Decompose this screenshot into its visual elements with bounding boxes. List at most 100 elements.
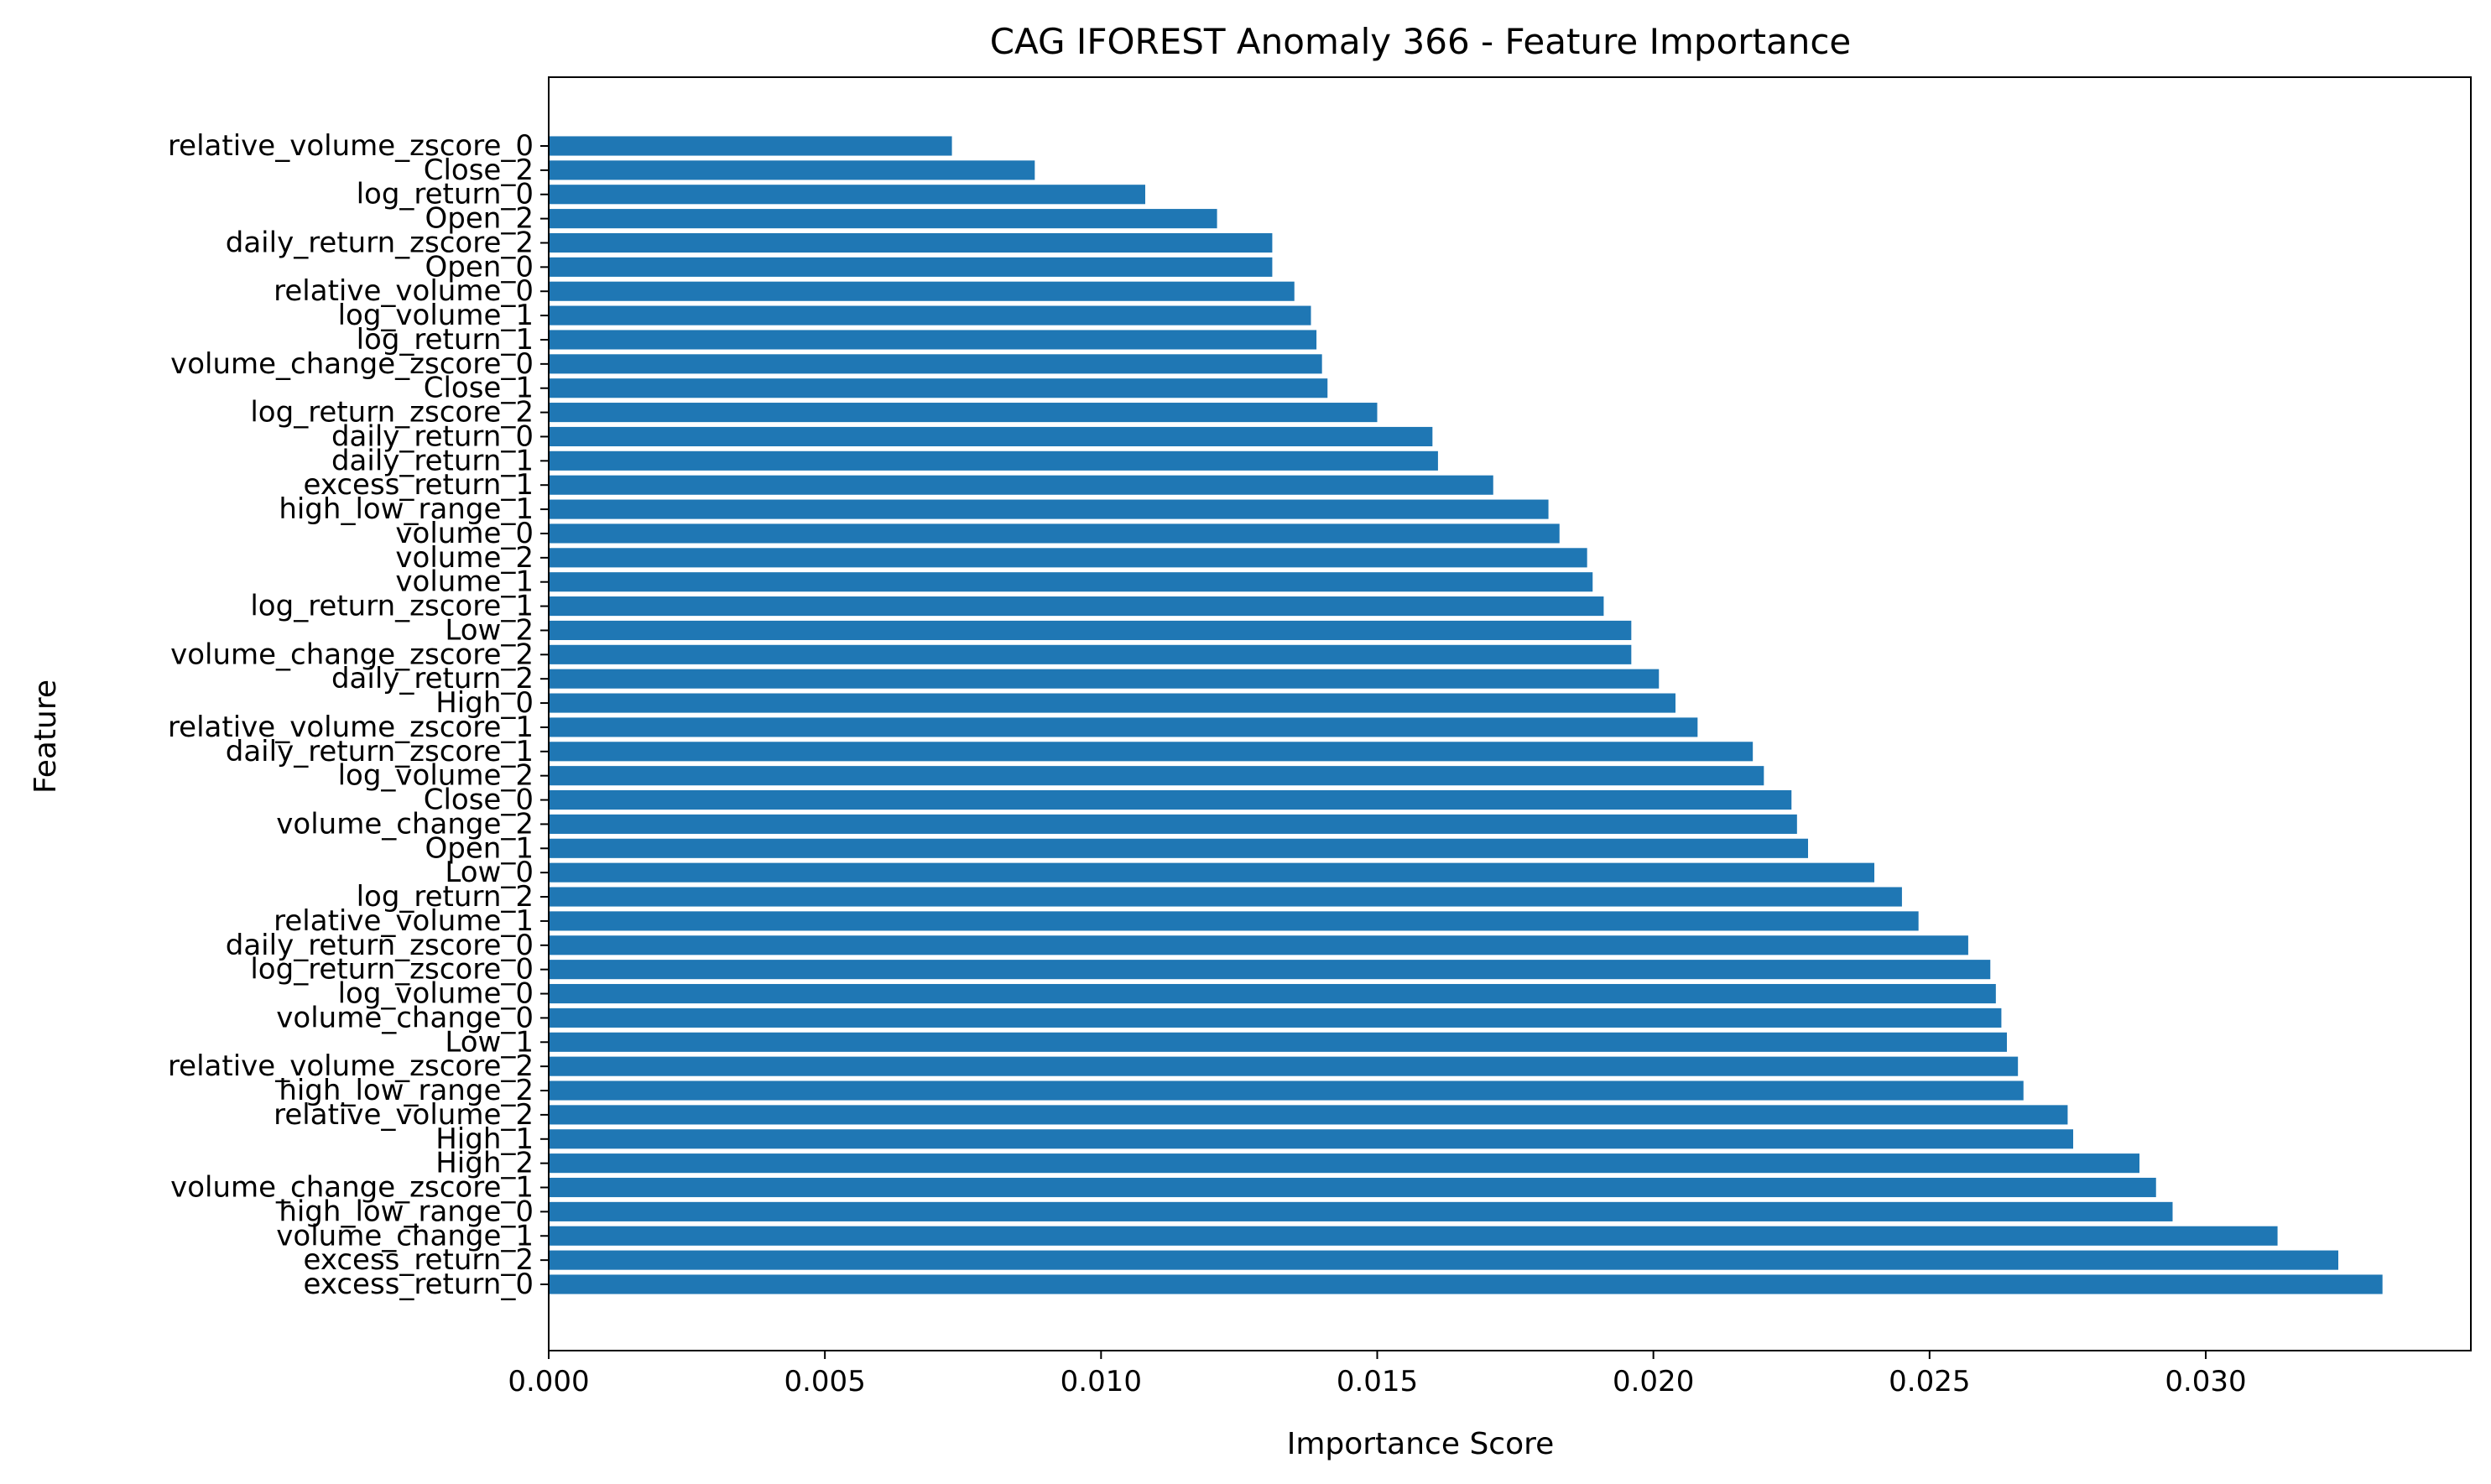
- y-tick-label: Low_0: [445, 856, 534, 889]
- bar-close-0: [549, 790, 1792, 810]
- plot-frame: [548, 76, 2472, 1351]
- bar-high-low-range-1: [549, 499, 1549, 519]
- y-tick-label: volume_change_1: [276, 1219, 534, 1252]
- bar-high-low-range-0: [549, 1201, 2173, 1221]
- bar-volume-change-zscore-2: [549, 644, 1632, 664]
- y-tick-label: Open_2: [425, 202, 534, 236]
- y-tick-label: High_0: [435, 686, 534, 720]
- y-tick-label: daily_return_zscore_0: [226, 929, 534, 962]
- y-tick-label: log_return_1: [357, 323, 534, 357]
- bar-volume-1: [549, 572, 1593, 592]
- y-tick-label: excess_return_0: [304, 1268, 534, 1301]
- bar-log-return-1: [549, 330, 1317, 350]
- bar-volume-change-zscore-0: [549, 354, 1322, 374]
- bar-relative-volume-zscore-2: [549, 1056, 2019, 1076]
- y-tick-label: excess_return_1: [304, 468, 534, 502]
- y-tick-label: volume_change_zscore_2: [170, 638, 534, 671]
- x-tick-label: 0.020: [1613, 1365, 1694, 1398]
- y-tick-label: relative_volume_zscore_1: [168, 711, 534, 744]
- bar-log-volume-1: [549, 305, 1311, 325]
- bar-low-2: [549, 620, 1632, 640]
- bar-high-0: [549, 693, 1675, 713]
- bar-log-return-zscore-1: [549, 596, 1604, 617]
- y-tick-label: daily_return_zscore_1: [226, 735, 534, 768]
- bar-high-low-range-2: [549, 1080, 2024, 1101]
- bar-daily-return-zscore-0: [549, 935, 1968, 955]
- bar-excess-return-0: [549, 1274, 2383, 1294]
- y-axis-label: Feature: [29, 680, 63, 794]
- y-ticks-layer: relative_volume_zscore_0Close_2log_retur…: [168, 129, 549, 1301]
- y-tick-label: volume_change_2: [276, 807, 534, 841]
- bar-high-1: [549, 1129, 2073, 1149]
- y-tick-label: Low_1: [445, 1025, 534, 1059]
- bar-volume-change-0: [549, 1008, 2002, 1028]
- y-tick-label: daily_return_zscore_2: [226, 226, 534, 259]
- bar-open-2: [549, 209, 1217, 229]
- y-tick-label: relative_volume_2: [274, 1098, 534, 1132]
- y-tick-label: Open_1: [425, 831, 534, 865]
- bar-relative-volume-0: [549, 281, 1295, 301]
- y-tick-label: log_volume_1: [338, 299, 534, 332]
- x-ticks-layer: 0.000 0.005 0.010 0.015 0.020 0.025 0.030: [508, 1351, 2247, 1398]
- bar-volume-0: [549, 523, 1560, 544]
- bar-high-2: [549, 1153, 2139, 1174]
- y-tick-label: Low_2: [445, 613, 534, 647]
- bar-close-2: [549, 160, 1035, 180]
- y-tick-label: high_low_range_1: [279, 492, 534, 526]
- y-tick-label: high_low_range_0: [279, 1195, 534, 1228]
- bar-close-1: [549, 378, 1328, 398]
- bars-layer: [549, 136, 2383, 1294]
- x-tick-label: 0.030: [2165, 1365, 2246, 1398]
- bar-open-1: [549, 838, 1808, 858]
- y-tick-label: log_return_2: [357, 880, 534, 914]
- bar-log-return-zscore-2: [549, 403, 1378, 423]
- y-tick-label: log_volume_2: [338, 759, 534, 793]
- y-tick-label: daily_return_1: [331, 444, 534, 477]
- y-tick-label: log_return_0: [357, 178, 534, 211]
- bar-open-0: [549, 257, 1273, 277]
- y-tick-label: High_2: [435, 1147, 534, 1180]
- bar-relative-volume-zscore-1: [549, 717, 1698, 737]
- y-tick-label: volume_change_zscore_1: [170, 1171, 534, 1205]
- y-tick-label: Close_1: [424, 372, 534, 405]
- bar-low-0: [549, 862, 1874, 883]
- bar-log-return-0: [549, 185, 1145, 205]
- bar-daily-return-0: [549, 426, 1433, 447]
- bar-daily-return-1: [549, 450, 1438, 471]
- y-tick-label: relative_volume_1: [274, 904, 534, 938]
- y-tick-label: daily_return_2: [331, 662, 534, 695]
- y-tick-label: log_volume_0: [338, 977, 534, 1011]
- bar-relative-volume-zscore-0: [549, 136, 952, 156]
- y-tick-label: log_return_zscore_2: [250, 396, 534, 430]
- y-tick-label: Close_2: [424, 154, 534, 187]
- bar-daily-return-zscore-1: [549, 742, 1754, 762]
- bar-volume-change-zscore-1: [549, 1177, 2156, 1198]
- y-tick-label: relative_volume_0: [274, 274, 534, 308]
- x-tick-label: 0.005: [784, 1365, 865, 1398]
- bar-daily-return-2: [549, 669, 1660, 689]
- x-tick-label: 0.025: [1889, 1365, 1970, 1398]
- x-axis-label: Importance Score: [1287, 1427, 1555, 1461]
- y-tick-label: volume_1: [395, 565, 534, 599]
- y-tick-label: relative_volume_zscore_2: [168, 1049, 534, 1083]
- x-tick-label: 0.000: [508, 1365, 589, 1398]
- bar-volume-2: [549, 548, 1587, 568]
- bar-log-volume-0: [549, 983, 1996, 1004]
- bar-low-1: [549, 1032, 2007, 1052]
- y-tick-label: Open_0: [425, 250, 534, 284]
- y-tick-label: Close_0: [424, 784, 534, 817]
- y-tick-label: volume_change_0: [276, 1001, 534, 1034]
- y-tick-label: log_return_zscore_0: [250, 953, 534, 987]
- x-tick-label: 0.015: [1337, 1365, 1418, 1398]
- chart-title: CAG IFOREST Anomaly 366 - Feature Import…: [990, 21, 1852, 62]
- y-tick-label: log_return_zscore_1: [250, 590, 534, 623]
- bar-excess-return-2: [549, 1250, 2338, 1270]
- y-tick-label: volume_change_zscore_0: [170, 347, 534, 381]
- y-tick-label: relative_volume_zscore_0: [168, 129, 534, 163]
- bar-log-volume-2: [549, 766, 1764, 786]
- y-tick-label: excess_return_2: [304, 1243, 534, 1277]
- y-tick-label: volume_0: [395, 517, 534, 550]
- y-tick-label: volume_2: [395, 541, 534, 575]
